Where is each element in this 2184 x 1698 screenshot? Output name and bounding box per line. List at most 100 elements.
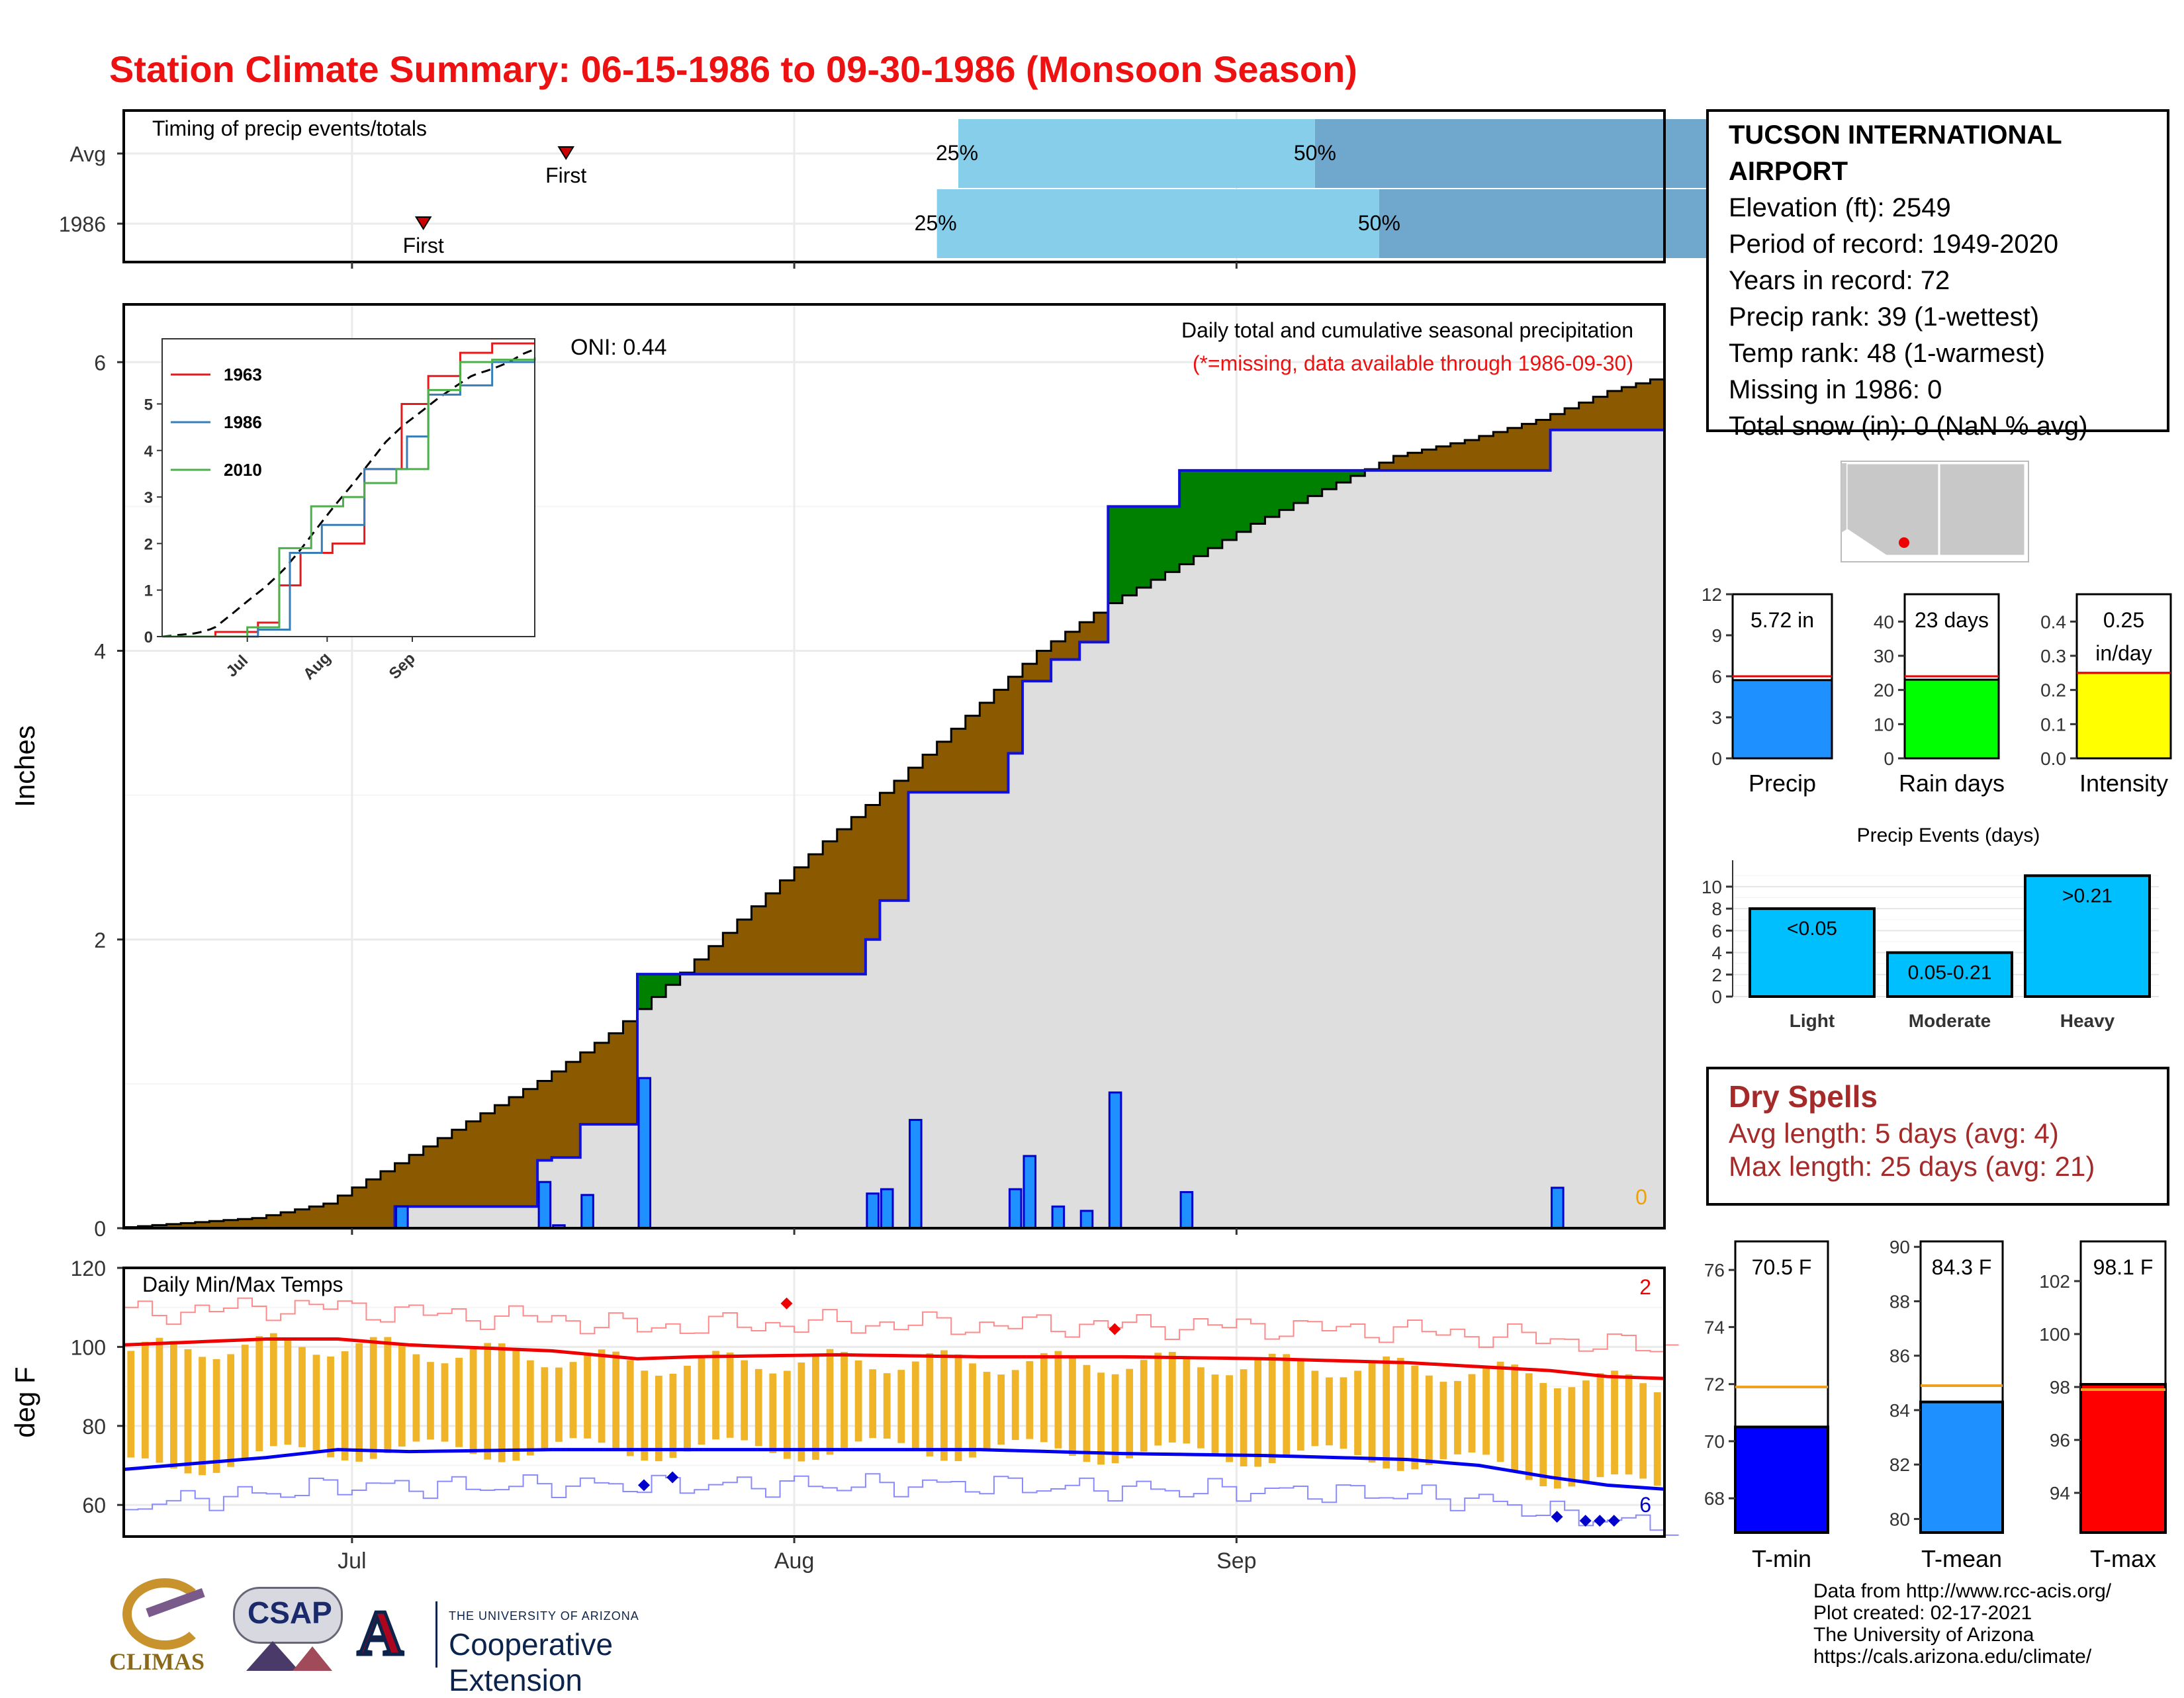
daily-precip-bar-day-36 bbox=[637, 1077, 652, 1229]
summary-ytick-label-Intensity-0.4: 0.4 bbox=[2040, 611, 2066, 632]
daily-temp-bar bbox=[1026, 1361, 1034, 1439]
daily-temp-bar bbox=[1396, 1358, 1404, 1471]
daily-temp-bar bbox=[127, 1351, 135, 1458]
record-low-marker-5 bbox=[1608, 1515, 1620, 1527]
record-low-marker-0 bbox=[638, 1479, 650, 1492]
daily-temp-bar bbox=[954, 1354, 962, 1462]
station-period: Period of record: 1949-2020 bbox=[1729, 230, 2059, 259]
summary-ytick-label-Precip-3: 3 bbox=[1711, 707, 1722, 728]
daily-temp-bar bbox=[255, 1336, 263, 1452]
precip-surplus-segment bbox=[1108, 506, 1123, 603]
temp-summary-label-T-min: T-min bbox=[1752, 1545, 1811, 1572]
precip-deficit-segment bbox=[737, 919, 752, 975]
precip-caption: Daily total and cumulative seasonal prec… bbox=[1181, 318, 1633, 342]
daily-precip-bar-day-63 bbox=[1023, 1155, 1037, 1229]
precip-deficit-segment bbox=[181, 1223, 196, 1228]
precip-surplus-segment bbox=[1193, 470, 1208, 557]
daily-precip-bar-day-67 bbox=[1079, 1210, 1094, 1229]
daily-precip-bar-day-29 bbox=[537, 1181, 552, 1229]
precip-events-bar-Light bbox=[1749, 907, 1876, 999]
precip-deficit-segment bbox=[865, 805, 881, 940]
inset-legend-label-2010: 2010 bbox=[224, 460, 262, 480]
precip-ytick-label-0: 0 bbox=[94, 1217, 106, 1241]
daily-temp-bar bbox=[327, 1356, 334, 1458]
temp-summary-ytick-label-T-min-72: 72 bbox=[1704, 1374, 1725, 1395]
precip-deficit-segment bbox=[351, 1187, 367, 1228]
daily-temp-bar bbox=[655, 1375, 662, 1462]
daily-temp-bar bbox=[926, 1353, 934, 1456]
daily-precip-bar-day-55 bbox=[909, 1118, 923, 1229]
summary-ytick-label-Rain days-40: 40 bbox=[1874, 611, 1894, 632]
daily-temp-bar bbox=[1539, 1382, 1547, 1487]
precip-deficit-segment bbox=[366, 1179, 381, 1228]
daily-temp-bar bbox=[669, 1374, 677, 1458]
precip-deficit-segment bbox=[309, 1206, 324, 1228]
precip-events-title: Precip Events (days) bbox=[1857, 825, 2040, 846]
summary-unit-Intensity: in/day bbox=[2095, 641, 2152, 665]
precip-deficit-segment bbox=[965, 715, 980, 793]
precip-ytick-label-2: 2 bbox=[94, 928, 106, 952]
page-title: Station Climate Summary: 06-15-1986 to 0… bbox=[109, 48, 1357, 90]
precip-surplus-segment bbox=[651, 974, 666, 997]
daily-temp-bar bbox=[1425, 1375, 1433, 1465]
events-ytick-label-4: 4 bbox=[1711, 943, 1722, 963]
inset-ytick-label-0: 0 bbox=[144, 629, 153, 647]
summary-bar-Rain days bbox=[1903, 678, 2000, 760]
daily-temp-bar bbox=[1197, 1367, 1205, 1449]
daily-temp-bar bbox=[469, 1349, 477, 1454]
daily-temp-bar bbox=[612, 1351, 620, 1450]
temp-summary-value-T-min: 70.5 F bbox=[1752, 1255, 1812, 1279]
daily-temp-bar bbox=[1069, 1356, 1076, 1456]
temp-summary-ytick-label-T-min-68: 68 bbox=[1704, 1488, 1725, 1509]
daily-temp-bar bbox=[584, 1354, 591, 1439]
precip-surplus-segment bbox=[1322, 470, 1337, 490]
daily-temp-bar bbox=[298, 1347, 306, 1447]
temp-summary-label-T-mean: T-mean bbox=[1921, 1545, 2002, 1572]
timing-bar-25-50-1986 bbox=[936, 189, 1379, 258]
inset-ytick-label-4: 4 bbox=[144, 443, 154, 461]
precip-events-category-Moderate: Moderate bbox=[1909, 1010, 1991, 1031]
daily-temp-bar bbox=[1154, 1353, 1162, 1446]
precip-surplus-segment bbox=[1236, 470, 1251, 532]
summary-value-Precip: 5.72 in bbox=[1751, 608, 1814, 632]
csap-logo-text: CSAP bbox=[248, 1595, 332, 1630]
daily-temp-bar bbox=[1482, 1366, 1490, 1455]
precip-deficit-segment bbox=[423, 1146, 438, 1207]
temp-summary-bar-T-max bbox=[2079, 1383, 2167, 1534]
summary-ytick-label-Intensity-0.3: 0.3 bbox=[2040, 646, 2066, 666]
station-name-line1: TUCSON INTERNATIONAL bbox=[1729, 120, 2062, 150]
daily-temp-bar bbox=[841, 1351, 848, 1448]
summary-ytick-label-Rain days-10: 10 bbox=[1874, 714, 1894, 735]
daily-temp-bar bbox=[1439, 1382, 1447, 1460]
timing-label-25-1986: 25% bbox=[915, 211, 957, 235]
daily-temp-bar bbox=[1283, 1354, 1291, 1457]
daily-temp-bar bbox=[1240, 1369, 1248, 1466]
precip-deficit-segment bbox=[1065, 631, 1080, 660]
daily-precip-bar-day-62 bbox=[1008, 1188, 1023, 1229]
daily-temp-bar bbox=[1625, 1374, 1633, 1475]
precip-deficit-segment bbox=[594, 1042, 610, 1124]
timing-bar-50-75-1986 bbox=[1379, 189, 1736, 258]
precip-deficit-segment bbox=[723, 932, 738, 975]
temp-ytick-label-60: 60 bbox=[82, 1494, 106, 1517]
inset-legend-label-1963: 1963 bbox=[224, 365, 262, 384]
summary-ytick-label-Intensity-0.2: 0.2 bbox=[2040, 680, 2066, 701]
record-low-marker-1 bbox=[666, 1471, 679, 1484]
credit-url: https://cals.arizona.edu/climate/ bbox=[1813, 1646, 2092, 1668]
average-tmin-line bbox=[123, 1448, 1665, 1491]
precip-deficit-segment bbox=[195, 1222, 210, 1228]
daily-temp-bar bbox=[427, 1362, 434, 1440]
daily-temp-bar bbox=[1468, 1374, 1476, 1453]
dry-spells-box: Dry Spells Avg length: 5 days (avg: 4) M… bbox=[1706, 1067, 2169, 1206]
precip-deficit-segment bbox=[266, 1215, 281, 1228]
precip-events-bar-label-Light: <0.05 bbox=[1787, 918, 1837, 940]
record-high-line bbox=[124, 1297, 1679, 1353]
map-state-ca bbox=[1841, 463, 1846, 533]
precip-events-bar-Heavy bbox=[2024, 874, 2151, 998]
precip-deficit-segment bbox=[1578, 402, 1594, 430]
daily-temp-bar bbox=[441, 1363, 449, 1442]
daily-temp-bar bbox=[1511, 1364, 1519, 1472]
temp-summary-ytick-label-T-mean-90: 90 bbox=[1889, 1237, 1910, 1257]
temp-summary-ytick-label-T-max-96: 96 bbox=[2050, 1430, 2070, 1451]
summary-ytick-label-Precip-6: 6 bbox=[1711, 666, 1722, 687]
